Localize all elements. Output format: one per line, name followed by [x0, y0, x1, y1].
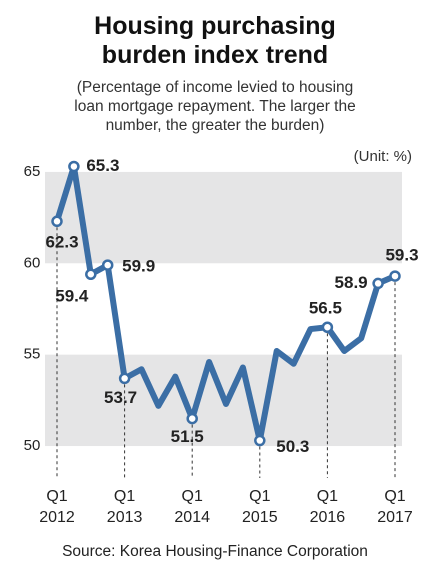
value-label: 58.9 [335, 273, 368, 292]
band [45, 171, 402, 264]
point-marker [101, 259, 114, 271]
point-marker [68, 160, 80, 173]
value-label: 59.3 [385, 246, 418, 265]
point-marker [186, 412, 198, 425]
value-label: 62.3 [45, 233, 78, 252]
value-label: 53.7 [104, 388, 137, 407]
value-label: 59.9 [122, 257, 155, 276]
point-marker [118, 372, 131, 385]
value-label: 59.4 [55, 287, 89, 306]
value-label: 50.3 [276, 437, 309, 456]
y-tick-label: 50 [24, 437, 41, 454]
x-tick-label: Q1 2013 [106, 488, 143, 526]
x-tick-label: Q1 2015 [242, 488, 278, 526]
point-marker [51, 215, 63, 228]
value-label: 56.5 [309, 299, 342, 318]
point-marker [85, 268, 97, 281]
value-label: 65.3 [86, 156, 119, 175]
y-tick-label: 65 [24, 163, 41, 180]
y-tick-label: 55 [24, 346, 41, 363]
x-tick-label: Q1 2012 [39, 488, 75, 526]
point-marker [372, 277, 384, 290]
chart-subtitle: (Percentage of income levied to housing … [74, 79, 356, 134]
unit-note: (Unit: %) [353, 148, 412, 165]
point-marker [389, 270, 401, 282]
x-tick-label: Q1 2017 [377, 488, 413, 526]
value-label: 51.5 [171, 427, 204, 446]
point-marker [321, 321, 334, 333]
x-tick-label: Q1 2014 [174, 488, 210, 526]
source: Source: Korea Housing-Finance Corporatio… [62, 543, 368, 560]
x-tick-label: Q1 2016 [309, 488, 346, 526]
chart-title: Housing purchasing burden index trend [94, 12, 336, 69]
y-tick-label: 60 [24, 254, 41, 271]
line [54, 163, 398, 444]
point-marker [254, 434, 266, 447]
